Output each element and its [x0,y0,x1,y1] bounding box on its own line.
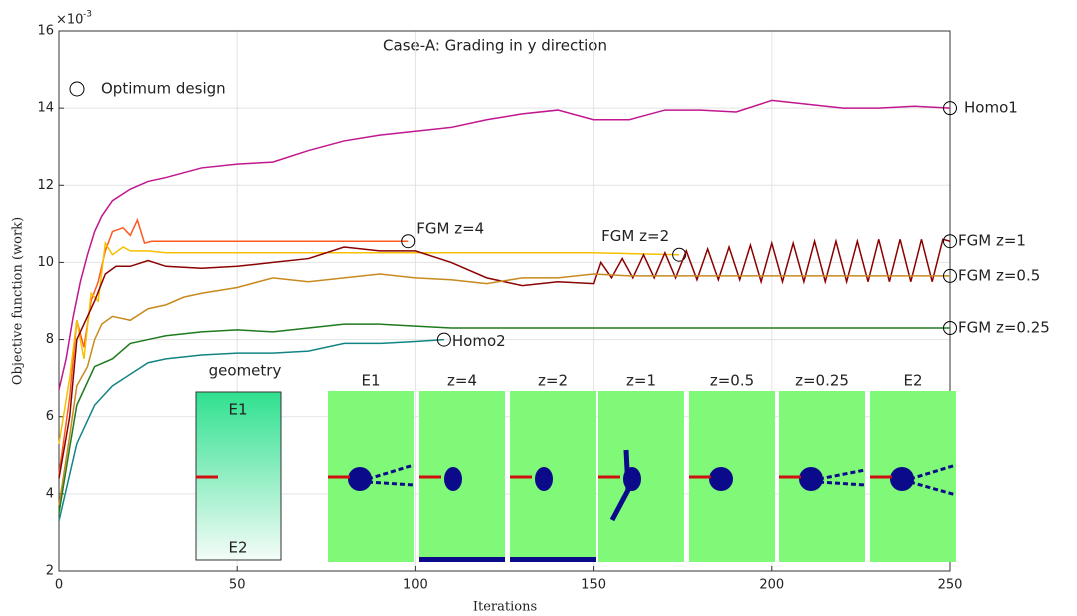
topology-strip [510,557,596,562]
topology-blob [799,467,823,491]
series-line [58,240,680,444]
topology-strip [419,557,505,562]
image-label: z=0.25 [795,372,849,390]
y-exponent: -3 [83,10,92,20]
y-tick-label: 2 [46,564,54,579]
series-label: FGM z=2 [601,227,669,245]
series-line [58,238,951,479]
geometry-label: geometry [209,362,282,380]
optimum-marker [943,101,957,116]
x-tick-label: 250 [938,578,963,593]
image-label: z=2 [538,372,568,390]
topology-blob [348,467,372,491]
optimum-marker [672,247,687,262]
series-line [58,273,950,506]
y-tick-label: 16 [37,24,54,39]
series-line [58,323,950,514]
series-label: Homo1 [964,99,1018,117]
optimum-marker [401,234,416,249]
series-label: FGM z=0.25 [958,319,1050,337]
optimum-marker [943,234,957,249]
image-label: E1 [361,372,380,390]
topology-blob [444,467,462,491]
geometry-bottom-label: E2 [228,539,247,557]
y-multiplier: ×10 [56,13,83,28]
x-tick-label: 50 [229,578,246,593]
image-label: z=0.5 [710,372,754,390]
optimum-marker [943,268,957,283]
y-tick-label: 14 [37,101,54,116]
legend-marker [69,81,85,97]
plot-frame [58,30,951,572]
series-label: FGM z=0.5 [958,266,1040,284]
y-tick-label: 10 [37,255,54,270]
y-axis-label: Objective function (work) [11,217,26,385]
series-label: Homo2 [452,332,506,350]
x-axis-label: Iterations [473,600,537,615]
topology-arm [367,463,415,487]
topology-blob [709,467,733,491]
topology-blob [535,467,553,491]
x-tick-label: 150 [581,578,606,593]
y-tick-label: 12 [37,178,54,193]
image-label: z=4 [447,372,477,390]
optimum-marker [436,332,451,347]
inset: geometry E1 E2 E1 z=4 z=2 z=1 z=0.5 z=0.25 E2 [195,362,957,562]
x-tick-label: 200 [759,578,784,593]
image-label: z=1 [626,372,656,390]
topology-blob [890,467,914,491]
series-label: FGM z=1 [958,232,1026,250]
series-label: FGM z=4 [416,220,484,238]
y-tick-label: 4 [46,486,54,501]
x-tick-label: 0 [55,578,63,593]
y-tick-label: 8 [46,332,54,347]
topology-arm [909,463,957,497]
series-line [58,99,951,390]
series-line [58,338,444,522]
image-label: E2 [903,372,922,390]
geometry-top-label: E1 [228,401,247,419]
chart-title: Case-A: Grading in y direction [383,37,607,55]
topology-arm [609,449,631,522]
x-tick-label: 100 [403,578,428,593]
optimum-marker [943,321,957,335]
legend-text: Optimum design [101,80,226,98]
y-tick-label: 6 [46,409,54,424]
